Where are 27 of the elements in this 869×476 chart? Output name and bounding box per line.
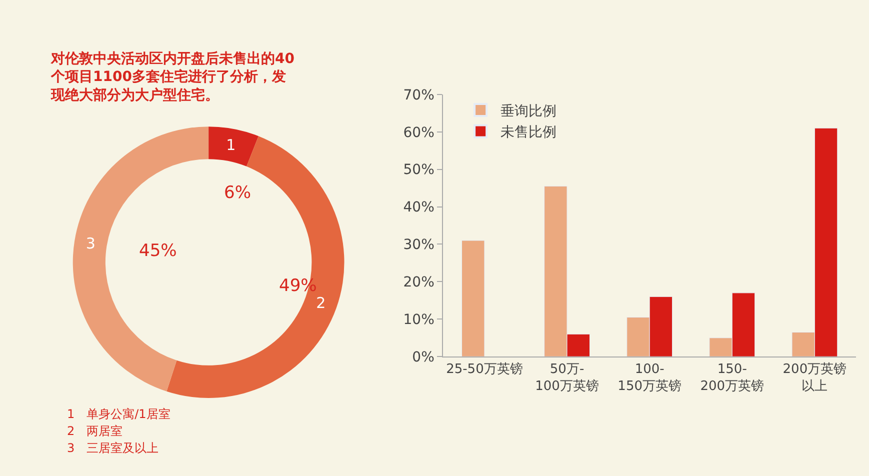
text: 3 三居室及以上 <box>67 441 159 455</box>
slice-label: 3 <box>86 234 96 253</box>
donut-slice <box>208 126 259 166</box>
x-tick-label: 50万-100万英镑 <box>535 362 599 394</box>
y-tick-label: 50% <box>403 162 434 178</box>
x-tick-label: 200万英镑以上 <box>782 362 847 394</box>
y-tick-label: 70% <box>403 87 434 104</box>
slice-label: 1 <box>226 136 236 154</box>
y-tick-label: 60% <box>403 124 434 141</box>
x-tick-label: 100-150万英镑 <box>618 362 682 394</box>
y-tick-label: 10% <box>403 312 434 328</box>
y-tick-label: 30% <box>403 237 434 254</box>
text: 1 单身公寓/1居室 <box>67 407 170 421</box>
y-tick-label: 40% <box>403 200 434 216</box>
slice-label: 2 <box>316 294 326 312</box>
donut-slice <box>72 126 209 392</box>
legend-label: 垂询比例 <box>500 103 557 120</box>
data-label: 6% <box>224 183 251 203</box>
x-tick-label: 150-200万英镑 <box>700 362 764 394</box>
y-tick-label: 0% <box>412 350 434 366</box>
x-tick-label: 25-50万英镑 <box>446 362 523 378</box>
text: 2 两居室 <box>67 424 123 438</box>
bar <box>462 240 485 357</box>
chart-title: 对伦敦中央活动区内开盘后未售出的40个项目1100多套住宅进行了分析，发现绝大部分为大户型住宅。 <box>50 50 295 104</box>
legend-label: 未售比例 <box>500 124 557 141</box>
y-tick-label: 20% <box>403 274 434 291</box>
data-label: 45% <box>139 241 177 261</box>
